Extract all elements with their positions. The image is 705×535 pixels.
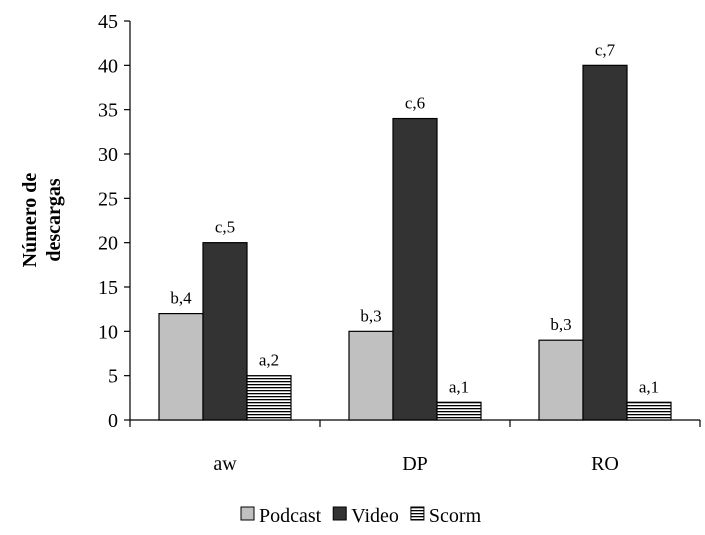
bar-podcast-aw [158,313,204,421]
axes: 0 5 10 15 20 25 30 35 40 45 aw DP RO [98,11,701,475]
legend-swatch-podcast [240,506,255,521]
bar-scorm-dp [436,401,482,421]
y-axis-label: Número de descargas [19,173,65,268]
y-axis-label-line: Número de [19,173,41,268]
data-label: c,5 [215,218,235,237]
y-tick-label: 15 [98,277,118,299]
data-label: b,3 [360,306,381,325]
y-tick-label: 25 [98,188,118,210]
bars: b,4 c,5 a,2 b,3 c,6 a,1 b,3 c,7 a,1 [158,40,672,421]
legend-swatch-video [332,506,347,521]
bar-video-ro [582,64,628,421]
legend: Podcast Video Scorm [240,505,482,527]
bar-podcast-dp [348,330,394,421]
y-tick-label: 0 [108,410,118,432]
bar-podcast-ro [538,339,584,421]
bar-video-aw [202,242,248,421]
y-axis-label-line: descargas [43,178,65,262]
bar-scorm-aw [246,375,292,421]
data-label: a,1 [449,377,469,396]
data-label: a,1 [639,377,659,396]
data-label: b,3 [550,315,571,334]
y-tick-label: 30 [98,144,118,166]
legend-label-video: Video [351,505,399,527]
data-label: c,7 [595,40,616,59]
y-tick-label: 35 [98,100,118,122]
y-tick-label: 10 [98,321,118,343]
legend-swatch-scorm [410,506,425,521]
bar-scorm-ro [626,401,672,421]
legend-label-podcast: Podcast [259,505,322,527]
x-category-label: RO [591,453,619,475]
y-axis-title: Número de descargas [19,173,65,268]
legend-label-scorm: Scorm [429,505,482,527]
x-category-label: aw [213,453,237,475]
y-tick-label: 40 [98,55,118,77]
data-label: a,2 [259,351,279,370]
data-label: b,4 [170,289,192,308]
bar-video-dp [392,117,438,421]
x-category-label: DP [402,453,428,475]
y-tick-label: 5 [108,366,118,388]
data-label: c,6 [405,94,425,113]
y-tick-label: 20 [98,233,118,255]
y-tick-label: 45 [98,11,118,33]
